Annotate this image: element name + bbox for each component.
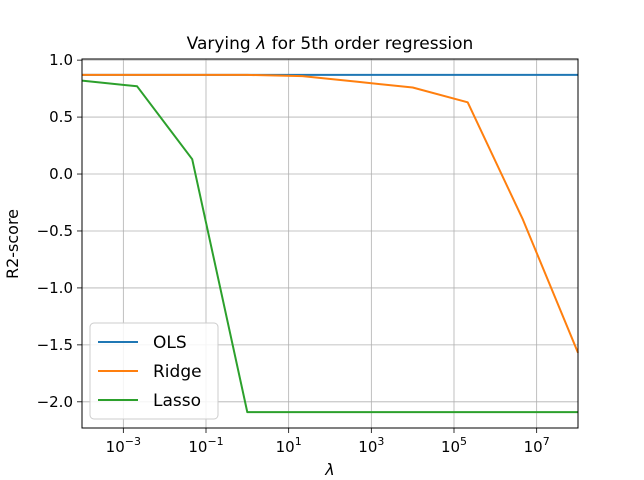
- y-tick-label: 0.5: [49, 108, 73, 126]
- plot-frame: [81, 58, 579, 429]
- y-tick-label: 1.0: [49, 51, 73, 69]
- y-tick-label: −1.0: [37, 279, 73, 297]
- x-tick-label: 10−3: [106, 435, 141, 456]
- series-lines: [81, 73, 579, 414]
- series-line-ridge: [82, 73, 579, 354]
- x-tick-label: 10−1: [188, 435, 223, 456]
- legend: OLS Ridge Lasso: [89, 322, 219, 420]
- y-tick-label: 0.0: [49, 165, 73, 183]
- legend-label-lasso: Lasso: [153, 391, 201, 411]
- y-tick-label: −1.5: [37, 336, 73, 354]
- y-tick-label: −2.0: [37, 393, 73, 411]
- legend-label-ridge: Ridge: [153, 362, 202, 382]
- y-tick-label: −0.5: [37, 222, 73, 240]
- series-line-lasso: [81, 79, 578, 414]
- axis-ticks: 10−3 10−1 101 103 105 107 1.0 0.5 0.0 −0.5 −1.0 −1.…: [37, 51, 550, 456]
- chart-title: Varying λ for 5th order regression: [187, 34, 474, 54]
- y-axis-label: R2-score: [3, 209, 22, 279]
- x-tick-label: 101: [276, 435, 302, 456]
- legend-box: [89, 322, 219, 420]
- x-tick-label: 103: [358, 435, 384, 456]
- x-tick-label: 107: [524, 435, 550, 456]
- x-tick-label: 105: [441, 435, 467, 456]
- x-axis-label: λ: [324, 460, 334, 479]
- legend-label-ols: OLS: [153, 333, 187, 353]
